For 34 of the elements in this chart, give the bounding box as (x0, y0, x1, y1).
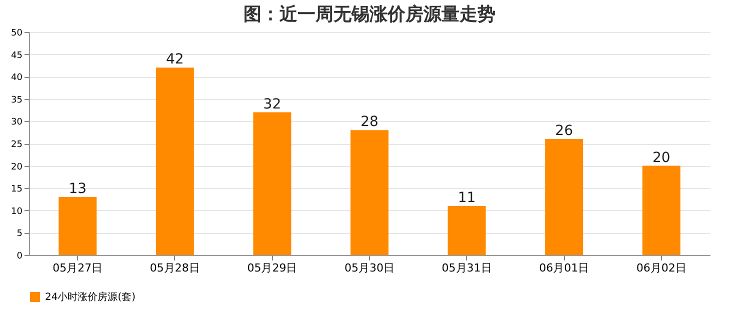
data-label: 32 (263, 96, 282, 112)
bar (253, 112, 292, 255)
x-tick-label: 05月29日 (247, 262, 298, 274)
bar (448, 206, 486, 255)
chart-title: 图：近一周无锡涨价房源量走势 (244, 4, 496, 25)
x-tick-label: 06月02日 (636, 262, 686, 274)
data-label: 11 (458, 190, 476, 206)
bar (156, 68, 194, 255)
y-tick-label: 50 (11, 28, 23, 38)
x-tick-label: 05月30日 (344, 262, 394, 274)
bar (545, 139, 584, 255)
data-label: 42 (166, 52, 184, 68)
y-tick-label: 40 (11, 73, 23, 84)
y-tick-label: 25 (11, 140, 22, 150)
y-tick-label: 45 (11, 50, 22, 61)
y-tick-label: 15 (11, 184, 22, 195)
data-label: 26 (555, 123, 574, 140)
data-label: 28 (360, 114, 378, 130)
bar (642, 166, 680, 255)
data-label: 13 (68, 181, 87, 198)
y-tick-label: 0 (16, 252, 23, 262)
y-tick-label: 35 (11, 95, 22, 106)
y-tick-label: 30 (11, 118, 23, 128)
x-tick-label: 05月28日 (150, 262, 200, 274)
y-tick-label: 10 (11, 206, 23, 217)
legend-label: 24小时涨价房源(套) (45, 291, 136, 303)
x-tick-label: 06月01日 (539, 262, 590, 274)
bar (58, 197, 97, 255)
x-tick-label: 05月31日 (442, 262, 492, 274)
x-tick-label: 05月27日 (52, 262, 103, 274)
y-tick-label: 20 (11, 162, 23, 172)
bar (350, 130, 388, 255)
y-tick-label: 5 (16, 229, 22, 240)
data-label: 20 (652, 150, 670, 166)
